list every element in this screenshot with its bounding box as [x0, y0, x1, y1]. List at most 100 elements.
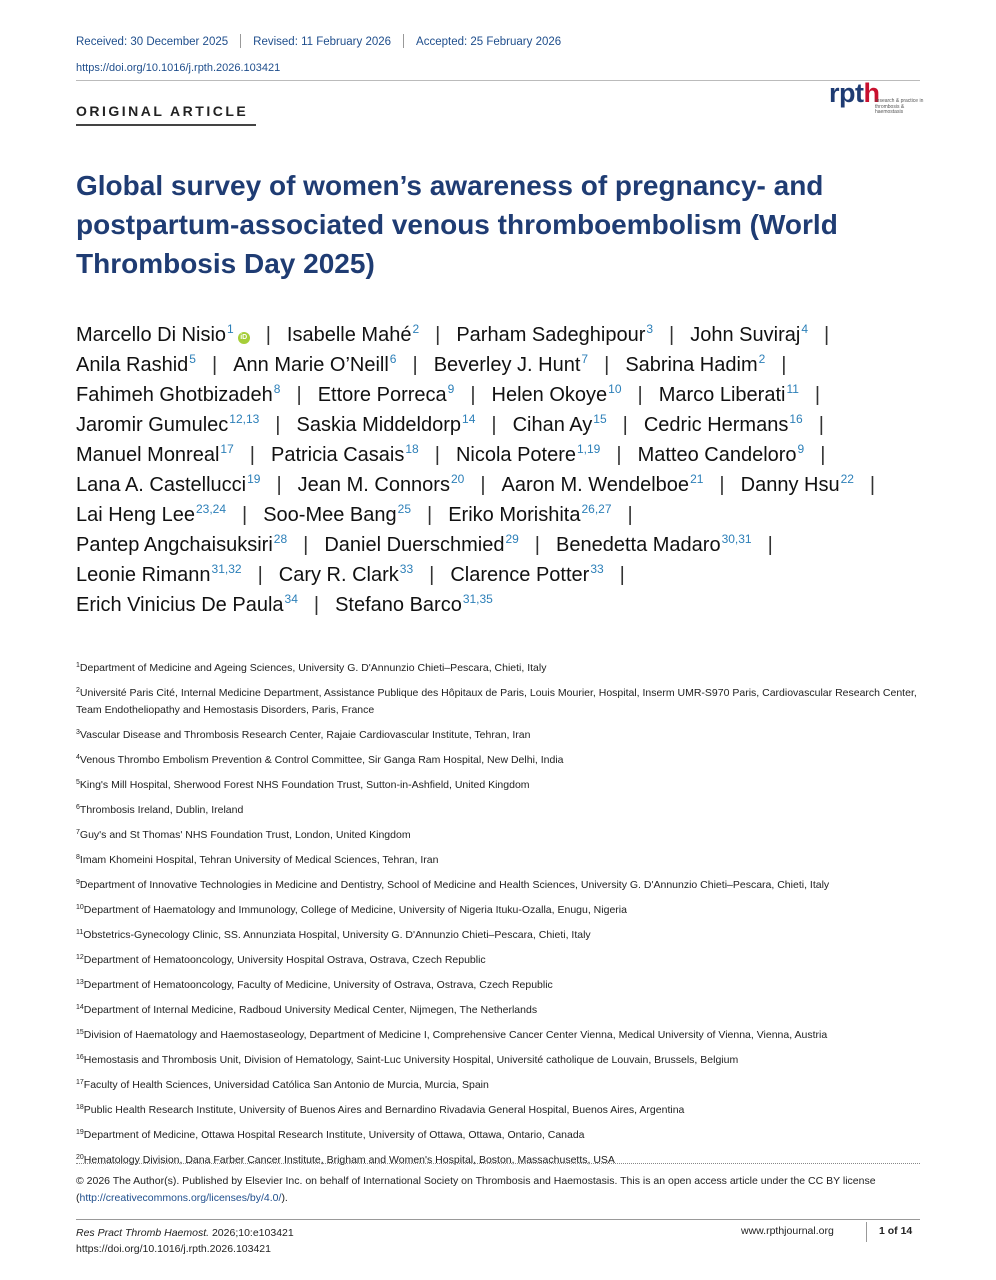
affiliation-ref[interactable]: 8 — [274, 382, 281, 396]
citation-block: Res Pract Thromb Haemost. 2026;10:e10342… — [76, 1225, 294, 1257]
affiliation-ref[interactable]: 7 — [581, 352, 588, 366]
doi-link[interactable]: https://doi.org/10.1016/j.rpth.2026.1034… — [76, 62, 280, 74]
affiliation-ref[interactable]: 17 — [220, 442, 233, 456]
affiliation-ref[interactable]: 2 — [759, 352, 766, 366]
author-name-text: Erich Vinicius De Paula — [76, 594, 284, 616]
author-name-text: Jean M. Connors — [298, 474, 450, 496]
author-name: Soo-Mee Bang25 — [263, 504, 411, 526]
affiliation-text: Université Paris Cité, Internal Medicine… — [76, 687, 917, 716]
author-line: Jaromir Gumulec12,13 | Saskia Middeldorp14… — [76, 404, 926, 434]
affiliation-ref[interactable]: 4 — [801, 322, 808, 336]
affiliation-ref[interactable]: 25 — [398, 502, 411, 516]
affiliation-item: 19Department of Medicine, Ottawa Hospita… — [76, 1124, 926, 1144]
journal-site-link[interactable]: www.rpthjournal.org — [741, 1225, 834, 1237]
affiliation-item: 7Guy's and St Thomas' NHS Foundation Tru… — [76, 824, 926, 844]
affiliation-text: Department of Innovative Technologies in… — [80, 879, 829, 891]
author-name-text: Ettore Porreca — [318, 384, 447, 406]
affiliation-item: 9Department of Innovative Technologies i… — [76, 874, 926, 894]
affiliation-ref[interactable]: 15 — [593, 412, 606, 426]
affiliation-ref[interactable]: 2 — [412, 322, 419, 336]
affiliation-ref[interactable]: 16 — [789, 412, 802, 426]
affiliation-ref[interactable]: 11 — [786, 382, 798, 396]
affiliation-text: Public Health Research Institute, Univer… — [84, 1104, 685, 1116]
affiliation-number: 10 — [76, 904, 84, 911]
journal-abbrev: Res Pract Thromb Haemost. — [76, 1227, 209, 1239]
article-type: ORIGINAL ARTICLE — [76, 103, 248, 119]
affiliation-ref[interactable]: 1 — [227, 322, 234, 336]
affiliation-ref[interactable]: 31,32 — [212, 562, 242, 576]
author-name-text: Pantep Angchaisuksiri — [76, 534, 273, 556]
affiliation-ref[interactable]: 18 — [405, 442, 418, 456]
affiliation-item: 2Université Paris Cité, Internal Medicin… — [76, 682, 926, 719]
affiliation-ref[interactable]: 26,27 — [581, 502, 611, 516]
affiliation-item: 17Faculty of Health Sciences, Universida… — [76, 1074, 926, 1094]
affiliation-text: Hemostasis and Thrombosis Unit, Division… — [84, 1054, 738, 1066]
affiliation-ref[interactable]: 12,13 — [229, 412, 259, 426]
affiliation-item: 8Imam Khomeini Hospital, Tehran Universi… — [76, 849, 926, 869]
affiliation-ref[interactable]: 9 — [798, 442, 805, 456]
article-type-underline — [76, 124, 256, 126]
affiliation-item: 10Department of Haematology and Immunolo… — [76, 899, 926, 919]
affiliation-ref[interactable]: 20 — [451, 472, 464, 486]
affiliation-ref[interactable]: 31,35 — [463, 592, 493, 606]
author-name: Parham Sadeghipour3 — [456, 324, 653, 346]
received-date: Received: 30 December 2025 — [76, 36, 228, 48]
page-divider — [866, 1222, 867, 1242]
author-name: Jean M. Connors20 — [298, 474, 465, 496]
affiliation-ref[interactable]: 1,19 — [577, 442, 600, 456]
author-name: Patricia Casais18 — [271, 444, 419, 466]
affiliation-text: Department of Haematology and Immunology… — [84, 904, 627, 916]
affiliation-text: Guy's and St Thomas' NHS Foundation Trus… — [80, 829, 411, 841]
author-name: Ann Marie O’Neill6 — [233, 354, 396, 376]
affiliation-ref[interactable]: 3 — [646, 322, 653, 336]
affiliation-text: Department of Internal Medicine, Radboud… — [84, 1004, 537, 1016]
author-name: Eriko Morishita26,27 — [448, 504, 611, 526]
affiliation-ref[interactable]: 14 — [462, 412, 475, 426]
affiliation-text: Obstetrics-Gynecology Clinic, SS. Annunz… — [83, 929, 590, 941]
author-name-text: Cihan Ay — [513, 414, 593, 436]
affiliation-ref[interactable]: 5 — [189, 352, 196, 366]
footer-doi-link[interactable]: https://doi.org/10.1016/j.rpth.2026.1034… — [76, 1243, 271, 1255]
author-line: Lana A. Castellucci19 | Jean M. Connors20 |… — [76, 464, 926, 494]
affiliation-ref[interactable]: 19 — [247, 472, 260, 486]
affiliation-number: 17 — [76, 1079, 84, 1086]
author-name: Manuel Monreal17 — [76, 444, 234, 466]
orcid-icon[interactable]: iD — [238, 332, 250, 344]
affiliation-item: 11Obstetrics-Gynecology Clinic, SS. Annu… — [76, 924, 926, 944]
author-name: Marco Liberati11 — [659, 384, 799, 406]
affiliation-ref[interactable]: 6 — [390, 352, 397, 366]
author-list: Marcello Di Nisio1iD | Isabelle Mahé2 | Parh… — [76, 314, 926, 614]
author-name-text: Aaron M. Wendelboe — [502, 474, 690, 496]
affiliation-ref[interactable]: 33 — [590, 562, 603, 576]
license-tail: ). — [281, 1192, 287, 1204]
affiliation-ref[interactable]: 23,24 — [196, 502, 226, 516]
affiliation-list: 1Department of Medicine and Ageing Scien… — [76, 657, 926, 1174]
author-name: John Suviraj4 — [690, 324, 808, 346]
affiliation-item: 14Department of Internal Medicine, Radbo… — [76, 999, 926, 1019]
affiliation-ref[interactable]: 33 — [400, 562, 413, 576]
affiliation-ref[interactable]: 22 — [841, 472, 854, 486]
affiliation-ref[interactable]: 30,31 — [722, 532, 752, 546]
author-separator: | — [620, 560, 625, 590]
date-divider — [403, 34, 404, 48]
article-dates: Received: 30 December 2025 Revised: 11 Fe… — [76, 34, 561, 48]
affiliation-ref[interactable]: 9 — [448, 382, 455, 396]
affiliation-ref[interactable]: 29 — [505, 532, 518, 546]
author-line: Manuel Monreal17 | Patricia Casais18 | Nicol… — [76, 434, 926, 464]
affiliation-ref[interactable]: 21 — [690, 472, 703, 486]
affiliation-text: Imam Khomeini Hospital, Tehran Universit… — [80, 854, 439, 866]
author-separator: | — [824, 320, 829, 350]
affiliation-ref[interactable]: 28 — [274, 532, 287, 546]
license-link[interactable]: http://creativecommons.org/licenses/by/4… — [80, 1192, 282, 1204]
author-name-text: Jaromir Gumulec — [76, 414, 228, 436]
author-name: Lai Heng Lee23,24 — [76, 504, 226, 526]
affiliation-number: 20 — [76, 1154, 84, 1161]
author-name: Ettore Porreca9 — [318, 384, 455, 406]
affiliation-ref[interactable]: 34 — [285, 592, 298, 606]
affiliation-ref[interactable]: 10 — [608, 382, 621, 396]
affiliation-text: Department of Medicine, Ottawa Hospital … — [84, 1129, 585, 1141]
author-name-text: Stefano Barco — [335, 594, 462, 616]
affiliation-item: 15Division of Haematology and Haemostase… — [76, 1024, 926, 1044]
author-name: Matteo Candeloro9 — [638, 444, 805, 466]
author-name: Sabrina Hadim2 — [625, 354, 765, 376]
